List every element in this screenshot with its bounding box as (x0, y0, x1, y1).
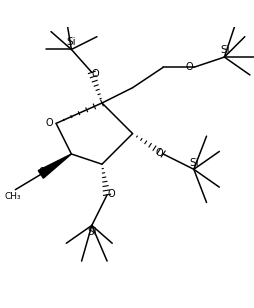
Text: CH₃: CH₃ (5, 192, 22, 201)
Polygon shape (38, 154, 71, 178)
Text: O: O (155, 148, 162, 158)
Text: O: O (185, 62, 193, 71)
Text: Si: Si (87, 227, 96, 237)
Text: Si: Si (219, 45, 229, 55)
Text: O: O (107, 189, 115, 199)
Text: Si: Si (66, 37, 76, 47)
Text: O: O (38, 167, 46, 177)
Text: O: O (91, 69, 98, 79)
Text: O: O (46, 118, 53, 128)
Text: Si: Si (189, 157, 199, 168)
